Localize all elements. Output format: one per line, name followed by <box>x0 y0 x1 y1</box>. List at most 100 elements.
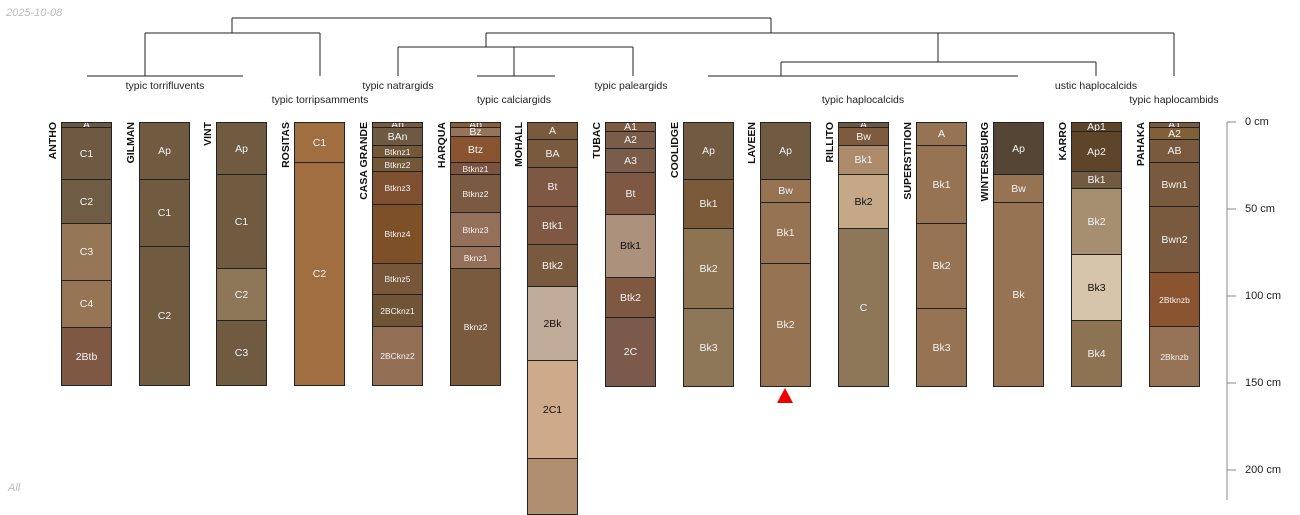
horizon: Bw <box>838 127 889 145</box>
horizon: Ap1 <box>1071 122 1122 131</box>
horizon: 2C1 <box>527 360 578 458</box>
horizon: Bwn1 <box>1149 162 1200 206</box>
horizon: Ap <box>450 122 501 127</box>
horizon: Ap <box>216 122 267 174</box>
horizon: 2Btknzb <box>1149 272 1200 326</box>
horizon: Bk2 <box>683 228 734 308</box>
horizon: Bk3 <box>916 308 967 387</box>
horizon: Bk1 <box>1071 171 1122 188</box>
horizon: C2 <box>294 162 345 386</box>
horizon: A <box>838 122 889 127</box>
triangle-marker-icon <box>777 388 793 403</box>
horizon: 2BCknz1 <box>372 294 423 326</box>
horizon: Bw <box>760 179 811 202</box>
dendrogram <box>87 17 1175 77</box>
depth-tick-label: 0 cm <box>1245 116 1269 128</box>
horizon: Bt <box>527 167 578 206</box>
horizon: Bk1 <box>760 202 811 263</box>
horizon: A3 <box>605 148 656 172</box>
horizon: Btknz2 <box>372 157 423 171</box>
horizon: Bk1 <box>683 179 734 228</box>
horizon: An <box>372 122 423 127</box>
horizon: Bk <box>993 202 1044 387</box>
taxonomy-label: typic calciargids <box>476 94 552 106</box>
horizon: A1 <box>605 122 656 131</box>
horizon: 2Bk <box>527 286 578 360</box>
taxonomy-label: typic natrargids <box>362 80 434 92</box>
horizon: Btknz3 <box>372 171 423 204</box>
horizon: 2C <box>605 317 656 387</box>
subset-label: All <box>8 482 21 494</box>
horizon: C2 <box>61 179 112 223</box>
horizon: Bknz2 <box>450 268 501 386</box>
horizon: Bk1 <box>838 145 889 174</box>
taxonomy-label: ustic haplocalcids <box>1054 80 1138 92</box>
depth-axis <box>1226 121 1236 500</box>
horizon: Ap2 <box>1071 131 1122 171</box>
taxonomy-label: typic torrifluvents <box>125 80 205 92</box>
horizon: Ap <box>993 122 1044 174</box>
horizon: C2 <box>216 268 267 320</box>
horizon: C3 <box>61 223 112 280</box>
taxonomy-label: typic torripsamments <box>271 94 369 106</box>
horizon: Ap <box>683 122 734 179</box>
horizon: Bk2 <box>1071 188 1122 254</box>
depth-tick-label: 150 cm <box>1245 377 1282 389</box>
horizon: A1 <box>1149 122 1200 127</box>
horizon: Bk2 <box>760 263 811 387</box>
horizon: C1 <box>61 127 112 179</box>
horizon: A <box>527 122 578 139</box>
horizon: C2 <box>139 246 190 386</box>
horizon: Bk1 <box>916 145 967 223</box>
date-label: 2025-10-08 <box>6 7 63 19</box>
horizon: Bz <box>450 127 501 136</box>
horizon: Bknz1 <box>450 246 501 268</box>
horizon: C3 <box>216 320 267 386</box>
taxonomy-label: typic haplocambids <box>1129 94 1219 106</box>
horizon: Btknz3 <box>450 212 501 246</box>
horizon: Ap <box>760 122 811 179</box>
horizon: A2 <box>605 131 656 148</box>
horizon: Btk2 <box>605 277 656 317</box>
horizon: A2 <box>1149 127 1200 139</box>
horizon: A <box>61 122 112 127</box>
horizon: C1 <box>139 179 190 246</box>
horizon: Ap <box>139 122 190 179</box>
dendrogram-branch <box>87 32 321 77</box>
horizon: Btk1 <box>605 214 656 277</box>
horizon: Btknz5 <box>372 263 423 294</box>
horizon: C <box>838 228 889 387</box>
depth-tick-label: 50 cm <box>1245 203 1275 215</box>
horizon: Bk2 <box>838 174 889 228</box>
horizon: AB <box>1149 139 1200 162</box>
horizon: Bk3 <box>683 308 734 387</box>
horizon: Btknz4 <box>372 204 423 263</box>
horizon: Bt <box>605 172 656 214</box>
taxonomy-label: typic haplocalcids <box>821 94 905 106</box>
horizon: BAn <box>372 127 423 145</box>
depth-tick-label: 100 cm <box>1245 290 1282 302</box>
horizon: Bwn2 <box>1149 206 1200 272</box>
horizon: Btknz2 <box>450 174 501 212</box>
taxonomy-label: typic paleargids <box>594 80 668 92</box>
dendrogram-branch <box>397 32 1174 77</box>
horizon: C1 <box>216 174 267 268</box>
horizon: Btk2 <box>527 244 578 286</box>
depth-tick-label: 200 cm <box>1245 464 1282 476</box>
horizon: 2BCknz2 <box>372 326 423 386</box>
horizon: C4 <box>61 280 112 327</box>
horizon: Btz <box>450 136 501 162</box>
horizon: BA <box>527 139 578 167</box>
horizon: 2Btb <box>61 327 112 386</box>
horizon: Bk4 <box>1071 320 1122 387</box>
dendrogram-branch <box>708 33 1175 77</box>
horizon: Bk2 <box>916 223 967 308</box>
horizon: Btknz1 <box>372 145 423 157</box>
horizon: Bk3 <box>1071 254 1122 320</box>
horizon: Btknz1 <box>450 162 501 174</box>
horizon: Btk1 <box>527 206 578 244</box>
horizon: C1 <box>294 122 345 162</box>
horizon: Bw <box>993 174 1044 202</box>
dendrogram-branch <box>231 17 772 33</box>
horizon: 2Bknzb <box>1149 326 1200 387</box>
